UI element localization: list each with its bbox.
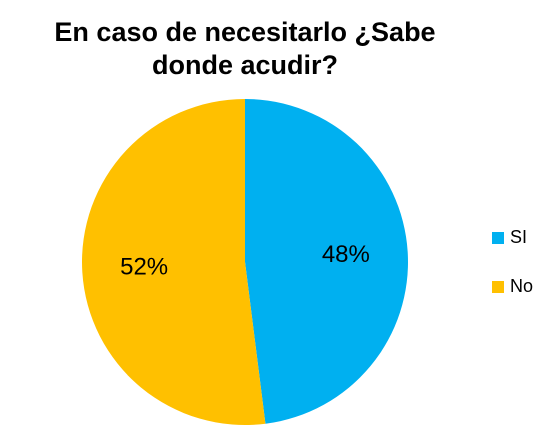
data-label-no: 52% bbox=[120, 254, 168, 281]
legend-label-si: SI bbox=[510, 227, 527, 247]
pie-data-labels: 48% 52% bbox=[120, 241, 370, 281]
legend-swatch-no bbox=[492, 281, 504, 293]
legend: SI No bbox=[492, 227, 533, 296]
pie-slice-no bbox=[81, 99, 266, 425]
pie-slice-si bbox=[245, 99, 408, 424]
chart-title: En caso de necesitarlo ¿Sabe donde acudi… bbox=[0, 16, 490, 82]
chart-title-line-1: En caso de necesitarlo ¿Sabe bbox=[54, 17, 436, 47]
chart-title-line-2: donde acudir? bbox=[151, 50, 338, 80]
pie-slices bbox=[81, 99, 408, 425]
data-label-si: 48% bbox=[322, 241, 370, 268]
legend-swatch-si bbox=[492, 232, 504, 244]
legend-label-no: No bbox=[510, 276, 533, 296]
